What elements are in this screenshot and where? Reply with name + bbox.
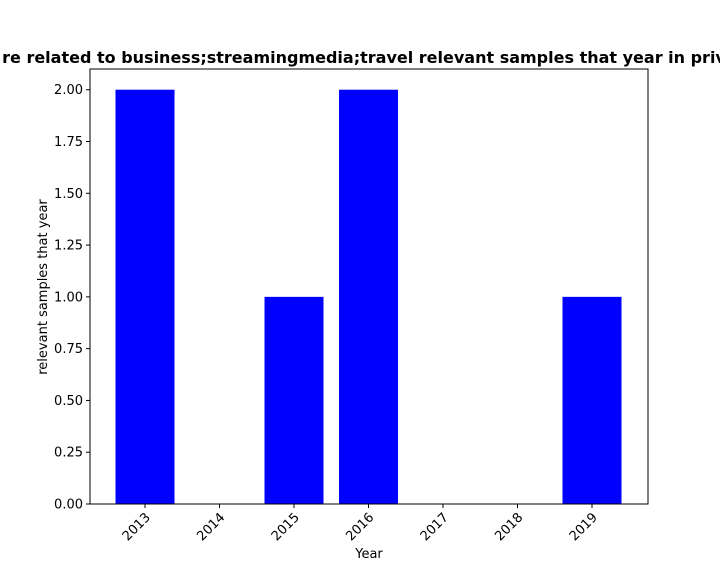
- x-tick-label-2013: 2013: [120, 510, 154, 544]
- y-tick-label-0.75: 0.75: [54, 342, 83, 357]
- x-tick-label-2019: 2019: [567, 510, 601, 544]
- bar-2016: [339, 89, 398, 504]
- bar-2015: [264, 296, 324, 504]
- y-axis-label: relevant samples that year: [36, 199, 51, 375]
- x-tick-label-2016: 2016: [343, 510, 377, 544]
- x-tick-label-2017: 2017: [418, 510, 452, 544]
- bar-2019: [562, 296, 622, 504]
- x-tick-label-2015: 2015: [269, 510, 303, 544]
- x-tick-label-2018: 2018: [492, 510, 526, 544]
- x-axis: 2013 2014 2015 2016 2017 2018 2019: [120, 504, 601, 544]
- y-tick-label-0.50: 0.50: [54, 394, 83, 409]
- bar-2013: [115, 89, 175, 504]
- y-tick-label-1.75: 1.75: [54, 135, 83, 150]
- x-axis-label: Year: [354, 547, 383, 562]
- y-axis: 0.00 0.25 0.50 0.75 1.00 1.25 1.50 1.75 2.00: [54, 83, 90, 513]
- bars-group: [115, 89, 622, 504]
- x-tick-label-2014: 2014: [194, 510, 228, 544]
- y-tick-label-2.00: 2.00: [54, 83, 83, 98]
- y-tick-label-1.00: 1.00: [54, 290, 83, 305]
- y-tick-label-0.00: 0.00: [54, 498, 83, 513]
- y-tick-label-1.25: 1.25: [54, 239, 83, 254]
- y-tick-label-0.25: 0.25: [54, 446, 83, 461]
- y-tick-label-1.50: 1.50: [54, 187, 83, 202]
- chart-title: re related to business;streamingmedia;tr…: [2, 48, 720, 67]
